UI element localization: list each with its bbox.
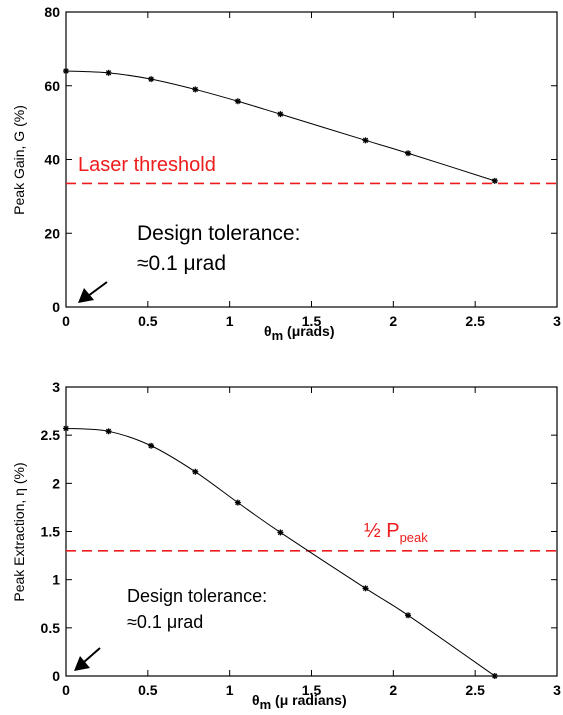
gain-xlabel: θm (μrads) [264, 323, 335, 343]
gain-arrow [78, 281, 108, 303]
y-tick-label: 3 [52, 379, 60, 395]
gain-plot-frame [65, 11, 558, 308]
data-point [491, 177, 498, 184]
gain-ylabel: Peak Gain, G (%) [11, 105, 27, 215]
extraction-x-ticks: 0 0.5 1 1.5 2 2.5 3 [62, 387, 561, 698]
gain-points [63, 68, 498, 184]
x-tick-label: 0 [62, 682, 70, 698]
gain-y-ticks: 0 20 40 60 80 [44, 4, 557, 315]
y-tick-label: 1.5 [41, 524, 61, 540]
data-point [277, 529, 284, 536]
y-tick-label: 2 [52, 475, 60, 491]
y-tick-label: 1 [52, 572, 60, 588]
y-tick-label: 0 [52, 668, 60, 684]
data-point [362, 585, 369, 592]
data-point [105, 428, 112, 435]
data-point [148, 442, 155, 449]
x-tick-label: 2.5 [465, 313, 485, 329]
y-tick-label: 0.5 [41, 620, 61, 636]
y-tick-label: 0 [52, 299, 60, 315]
gain-annotation-line2: ≈0.1 μrad [137, 252, 226, 275]
y-tick-label: 2.5 [41, 427, 61, 443]
gain-curve [65, 70, 495, 182]
x-tick-label: 2 [389, 682, 397, 698]
extraction-points [63, 425, 498, 679]
extraction-annotation-line2: ≈0.1 μrad [127, 612, 203, 632]
data-point [192, 468, 199, 475]
extraction-annotation-line1: Design tolerance: [127, 586, 267, 606]
data-point [405, 612, 412, 619]
y-tick-label: 20 [44, 225, 60, 241]
data-point [362, 137, 369, 144]
extraction-xlabel: θm (μ radians) [252, 692, 347, 712]
x-tick-label: 0.5 [138, 313, 158, 329]
data-point [148, 76, 155, 83]
data-point [491, 673, 498, 679]
data-point [63, 425, 69, 432]
gain-threshold-label: Laser threshold [78, 154, 216, 176]
extraction-plot-frame [65, 386, 558, 677]
extraction-threshold-label: ½ Ppeak [364, 520, 428, 545]
x-tick-label: 1.5 [302, 682, 322, 698]
data-point [63, 68, 69, 74]
y-tick-label: 80 [44, 4, 60, 20]
data-point [405, 150, 412, 157]
extraction-curve [65, 427, 496, 677]
x-tick-label: 0 [62, 313, 70, 329]
data-point [105, 69, 112, 76]
x-tick-label: 3 [553, 682, 561, 698]
extraction-arrow [74, 647, 101, 671]
gain-x-ticks: 0 0.5 1 1.5 2 2.5 3 [62, 12, 561, 329]
y-tick-label: 60 [44, 78, 60, 94]
y-tick-label: 40 [44, 152, 60, 168]
data-point [234, 499, 241, 506]
extraction-chart: 0 0.5 1 1.5 2 2.5 3 0 0.5 1 1.5 2 2.5 3 ½ Ppeak Desi… [11, 379, 561, 712]
gain-annotation-line1: Design tolerance: [137, 222, 300, 245]
extraction-ylabel: Peak Extraction, η (%) [11, 462, 27, 601]
x-tick-label: 1 [226, 682, 234, 698]
x-tick-label: 3 [553, 313, 561, 329]
x-tick-label: 1 [226, 313, 234, 329]
x-tick-label: 1.5 [302, 313, 322, 329]
x-tick-label: 2.5 [465, 682, 485, 698]
data-point [277, 111, 284, 118]
data-point [192, 86, 199, 93]
x-tick-label: 2 [389, 313, 397, 329]
x-tick-label: 0.5 [138, 682, 158, 698]
extraction-y-ticks: 0 0.5 1 1.5 2 2.5 3 [41, 379, 557, 684]
data-point [234, 98, 241, 105]
